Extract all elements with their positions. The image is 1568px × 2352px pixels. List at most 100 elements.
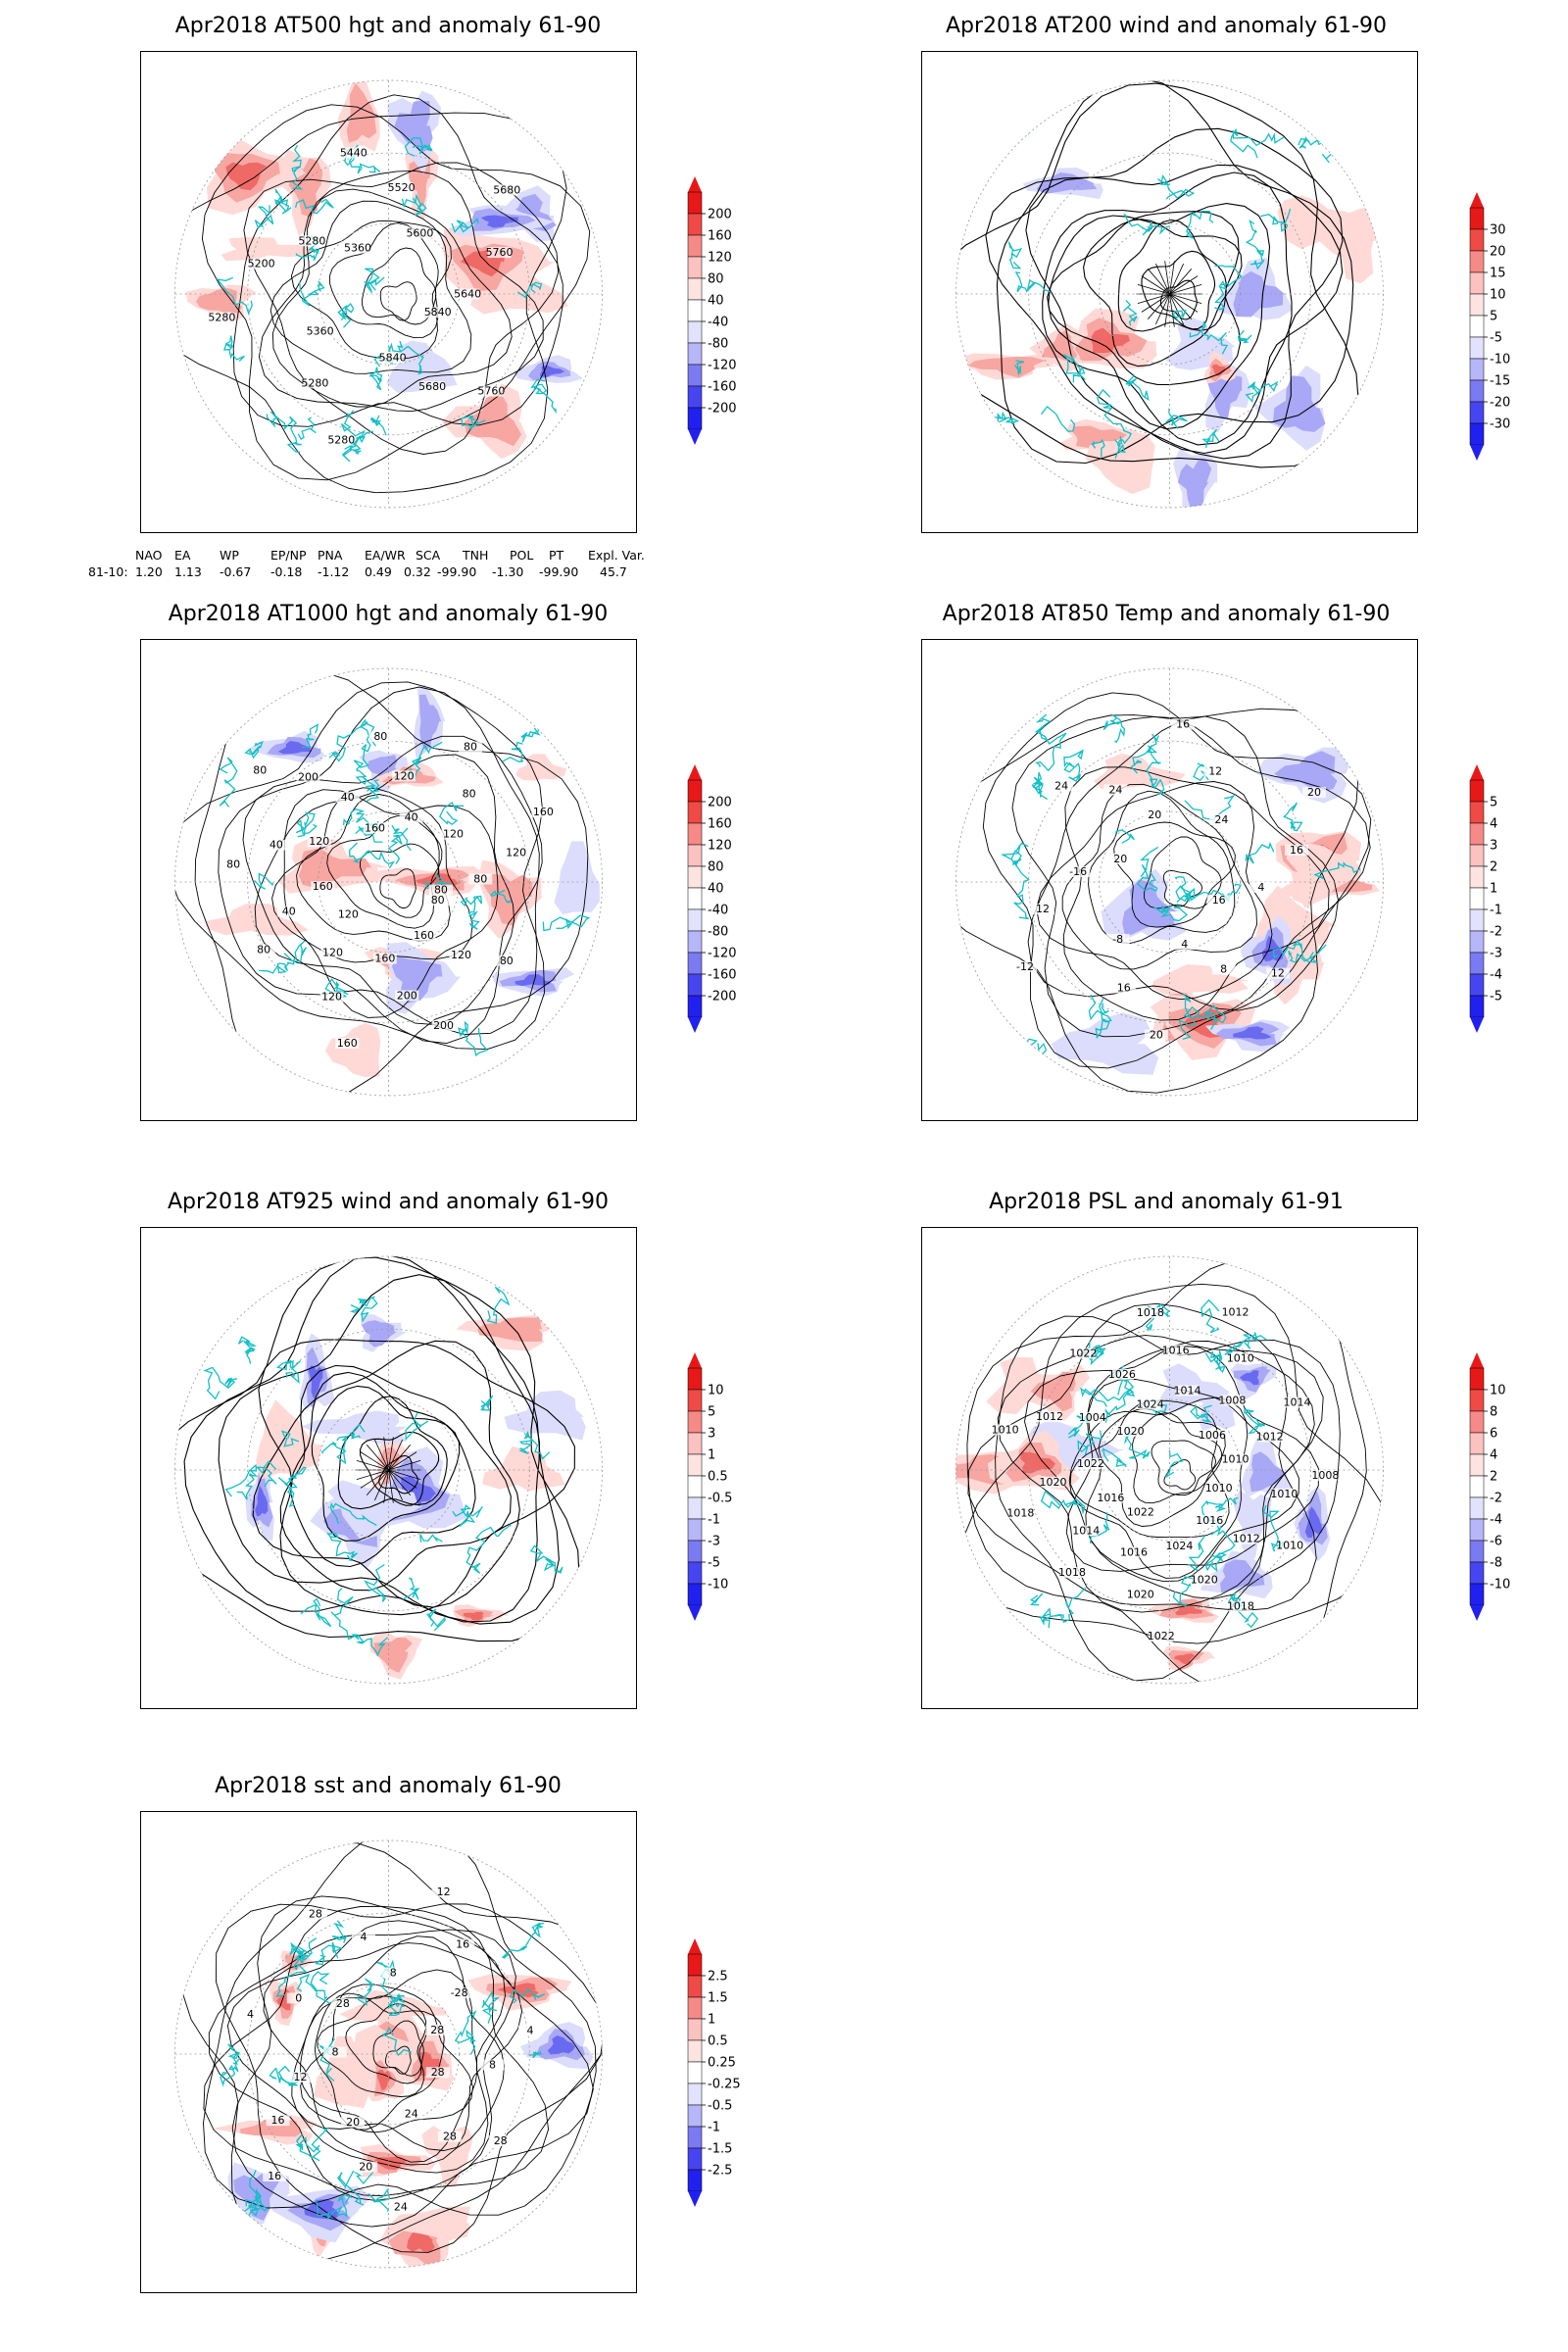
contour-line <box>226 1920 506 2174</box>
contour-label: 1016 <box>1120 1545 1148 1558</box>
contour-label-bg <box>504 847 528 858</box>
contour-line <box>1151 1440 1217 1496</box>
warm-anomaly-area <box>1094 753 1186 789</box>
contour-label-bg <box>1149 1630 1173 1642</box>
colorbar-swatch <box>1469 1496 1485 1520</box>
contour-line <box>232 94 564 427</box>
contour-label: 1012 <box>1256 1431 1284 1444</box>
contour-line <box>231 1895 594 2228</box>
coastline <box>542 914 591 932</box>
colorbar-tick-label: -10 <box>1490 353 1510 368</box>
contour-label-bg <box>1285 1396 1309 1408</box>
contour-label-bg <box>425 307 450 318</box>
colorbar-bottom-arrow <box>688 2191 702 2207</box>
index-value: 0.32 <box>404 564 431 579</box>
contour-label: 1016 <box>1162 1344 1190 1356</box>
contour-label: 5440 <box>340 146 368 159</box>
index-value: 1.13 <box>174 564 202 579</box>
contour-label: 160 <box>313 880 333 893</box>
contour-label-bg <box>437 2131 462 2142</box>
coastline <box>277 1466 307 1508</box>
contour-label-bg <box>1030 904 1054 915</box>
coastline <box>1172 1576 1195 1607</box>
contour-label: -8 <box>1112 933 1123 946</box>
contour-line <box>1036 781 1273 1001</box>
contour-label-bg <box>431 1019 456 1031</box>
colorbar-tick-label: -1 <box>1490 904 1502 918</box>
contour-label-bg <box>1128 1506 1152 1518</box>
streamline <box>1147 269 1170 295</box>
contour-label-bg <box>1285 844 1309 856</box>
contour-label: 160 <box>365 821 385 834</box>
colorbar-tick-label: 4 <box>1490 817 1497 832</box>
contour-label: 1004 <box>1079 1411 1106 1424</box>
coastline <box>333 1588 354 1616</box>
colorbar-swatch <box>1469 801 1485 824</box>
map-content <box>956 692 1380 1094</box>
coastline <box>300 1597 332 1628</box>
contour-label: 16 <box>268 2170 281 2182</box>
coastline <box>387 1993 406 2017</box>
contour-label-bg <box>330 1998 355 2010</box>
coastline <box>1040 405 1076 432</box>
colorbar-bottom-arrow <box>1470 445 1484 461</box>
colorbar-swatch <box>687 213 703 236</box>
contour-label: 12 <box>1036 903 1050 915</box>
coastline <box>1000 842 1029 866</box>
colorbar-tick-label: 80 <box>708 860 724 875</box>
map-content <box>181 1840 603 2268</box>
coastline <box>1201 428 1220 449</box>
colorbar-tick-label: 2 <box>1490 1470 1497 1485</box>
contour-label-bg <box>1220 1395 1245 1406</box>
coastline <box>1190 1404 1213 1423</box>
contour-line <box>216 1903 603 2253</box>
coastline <box>439 802 465 826</box>
contour-label-bg <box>341 2116 366 2128</box>
cold-anomaly-area <box>419 694 442 751</box>
contour-label: 80 <box>253 764 267 777</box>
colorbar-swatch <box>1469 952 1485 975</box>
streamline <box>374 1469 389 1501</box>
index-value: -1.12 <box>318 564 350 579</box>
index-header <box>88 547 135 564</box>
coastline <box>1039 1607 1059 1629</box>
colorbar-swatch <box>1469 930 1485 954</box>
coastline <box>275 1941 308 1997</box>
streamline <box>174 1256 580 1642</box>
contour-label-bg <box>1138 1307 1162 1319</box>
map-sst: 28 28 28 24 24 20 20 16 16 12 8 4 0 28 28 4 8 12 16 -28 28 4 8 <box>140 1811 637 2293</box>
colorbar-swatch <box>687 779 703 803</box>
index-row-label: 81-10: <box>88 564 128 579</box>
coastline <box>330 1611 389 1657</box>
contour-label: -12 <box>1016 960 1034 973</box>
warm-anomaly-area <box>346 82 377 143</box>
contour-line <box>1061 783 1257 970</box>
contour-label: 80 <box>431 894 445 906</box>
coastline <box>548 447 572 464</box>
teleconnection-index-table: NAO EA WP EP/NP PNA EA/WR SCA TNH POL PT… <box>88 547 666 580</box>
coastline <box>1237 329 1252 344</box>
coastline <box>269 2065 300 2086</box>
contour-label: 16 <box>271 2114 285 2127</box>
streamline <box>383 1469 389 1503</box>
coastline <box>1244 1408 1267 1435</box>
contour-label: 5840 <box>424 306 452 318</box>
streamline <box>1164 293 1170 327</box>
colorbar-swatch <box>687 1389 703 1412</box>
colorbar-tick-label: 6 <box>1490 1427 1497 1442</box>
contour-label: 1026 <box>1108 1368 1136 1381</box>
colorbar-swatch <box>687 256 703 279</box>
coastline <box>481 1990 501 2024</box>
warm-anomaly-area <box>1072 425 1135 449</box>
colorbar-psl: 10 8 6 4 2 -2 -4 -6 -8 -10 <box>1462 1350 1521 1625</box>
coastline <box>1130 745 1158 774</box>
coastline <box>368 2188 391 2213</box>
coastline <box>426 1608 446 1632</box>
coastline <box>328 721 368 762</box>
streamline <box>996 80 1354 465</box>
coastline <box>1007 241 1023 270</box>
colorbar-swatch <box>687 930 703 954</box>
colorbar-top-arrow <box>1470 764 1484 780</box>
coastline <box>391 824 412 852</box>
streamline <box>366 1469 389 1495</box>
